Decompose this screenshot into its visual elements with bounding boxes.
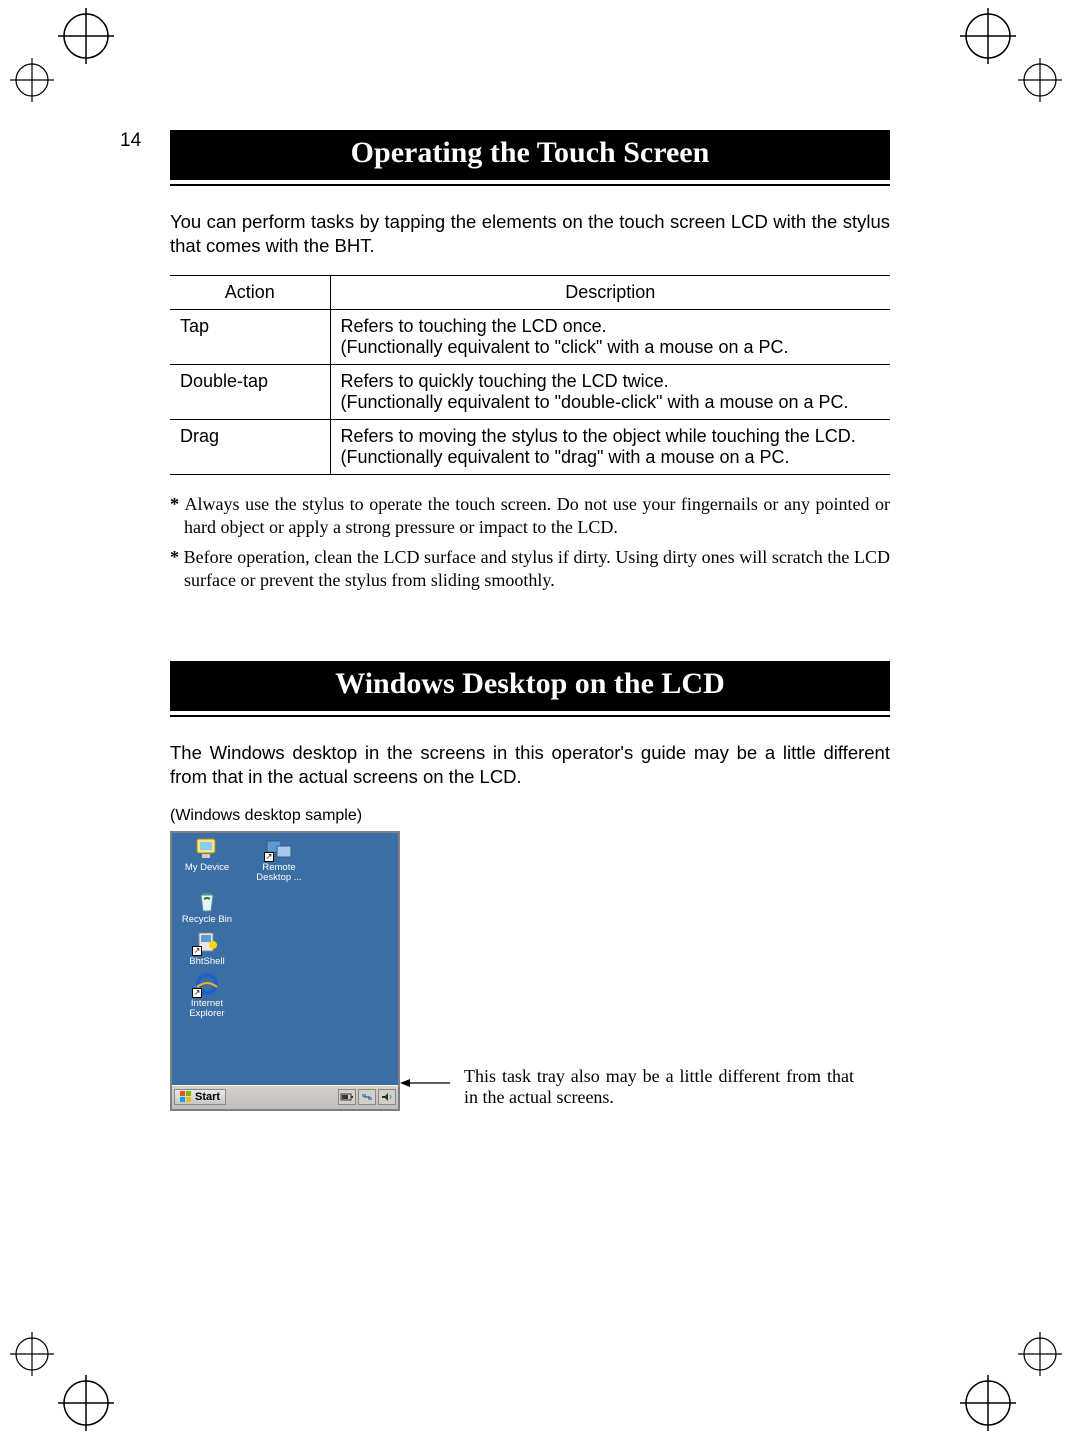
heading-underline bbox=[170, 715, 890, 717]
cell-desc: Refers to moving the stylus to the objec… bbox=[330, 420, 890, 475]
tray-battery-icon[interactable] bbox=[338, 1089, 356, 1105]
registration-mark-tr-small bbox=[1018, 58, 1074, 114]
desktop-sample-wrap: My Device ↗ Remote Desktop ... Recycl bbox=[170, 831, 890, 1111]
desktop-icon-internet-explorer[interactable]: ↗ Internet Explorer bbox=[176, 973, 238, 1019]
page-content: Operating the Touch Screen You can perfo… bbox=[170, 130, 890, 1111]
note-item: * Before operation, clean the LCD surfac… bbox=[170, 546, 890, 591]
registration-mark-tr bbox=[960, 8, 1016, 64]
cell-desc-line: Refers to moving the stylus to the objec… bbox=[341, 426, 856, 446]
taskbar: Start bbox=[172, 1085, 398, 1109]
shortcut-badge-icon: ↗ bbox=[264, 852, 274, 862]
touch-actions-table: Action Description Tap Refers to touchin… bbox=[170, 275, 890, 475]
cell-desc: Refers to quickly touching the LCD twice… bbox=[330, 365, 890, 420]
bhtshell-icon: ↗ bbox=[193, 931, 221, 955]
registration-mark-bl bbox=[58, 1375, 114, 1431]
table-row: Drag Refers to moving the stylus to the … bbox=[170, 420, 890, 475]
registration-mark-br-small bbox=[1018, 1332, 1074, 1388]
table-row: Tap Refers to touching the LCD once. (Fu… bbox=[170, 310, 890, 365]
icon-label: Recycle Bin bbox=[182, 915, 232, 925]
section-heading-touchscreen: Operating the Touch Screen bbox=[170, 130, 890, 180]
sample-caption: (Windows desktop sample) bbox=[170, 807, 890, 825]
desktop-sample: My Device ↗ Remote Desktop ... Recycl bbox=[170, 831, 400, 1111]
remote-desktop-icon: ↗ bbox=[265, 837, 293, 861]
icon-label: My Device bbox=[185, 863, 229, 873]
callout-arrow: This task tray also may be a little diff… bbox=[400, 1062, 854, 1105]
table-header-action: Action bbox=[170, 276, 330, 310]
arrow-icon bbox=[400, 1074, 450, 1092]
tray-volume-icon[interactable] bbox=[378, 1089, 396, 1105]
table-row: Double-tap Refers to quickly touching th… bbox=[170, 365, 890, 420]
desktop-icons: My Device ↗ Remote Desktop ... Recycl bbox=[176, 837, 310, 1019]
start-label: Start bbox=[195, 1091, 220, 1103]
internet-explorer-icon: ↗ bbox=[193, 973, 221, 997]
device-icon bbox=[193, 837, 221, 861]
section1-intro: You can perform tasks by tapping the ele… bbox=[170, 210, 890, 257]
registration-mark-bl-small bbox=[10, 1332, 66, 1388]
heading-underline bbox=[170, 184, 890, 186]
note-item: * Always use the stylus to operate the t… bbox=[170, 493, 890, 538]
icon-label: Internet Explorer bbox=[176, 999, 238, 1019]
desktop-icon-recycle-bin[interactable]: Recycle Bin bbox=[176, 889, 238, 925]
section2-intro: The Windows desktop in the screens in th… bbox=[170, 741, 890, 788]
desktop-icon-remote-desktop[interactable]: ↗ Remote Desktop ... bbox=[248, 837, 310, 883]
registration-mark-br bbox=[960, 1375, 1016, 1431]
start-button[interactable]: Start bbox=[174, 1089, 226, 1105]
cell-desc-line: (Functionally equivalent to "drag" with … bbox=[341, 447, 790, 467]
note-text: Before operation, clean the LCD surface … bbox=[184, 547, 890, 590]
desktop-icon-my-device[interactable]: My Device bbox=[176, 837, 238, 883]
system-tray bbox=[338, 1089, 396, 1105]
cell-desc-line: (Functionally equivalent to "double-clic… bbox=[341, 392, 849, 412]
desktop-icon-bhtshell[interactable]: ↗ BhtShell bbox=[176, 931, 238, 967]
recycle-bin-icon bbox=[193, 889, 221, 913]
cell-desc: Refers to touching the LCD once. (Functi… bbox=[330, 310, 890, 365]
registration-mark-tl bbox=[58, 8, 114, 64]
table-header-description: Description bbox=[330, 276, 890, 310]
callout-text: This task tray also may be a little diff… bbox=[464, 1066, 854, 1109]
cell-action: Double-tap bbox=[170, 365, 330, 420]
cell-action: Tap bbox=[170, 310, 330, 365]
windows-flag-icon bbox=[180, 1091, 192, 1103]
icon-label: BhtShell bbox=[189, 957, 224, 967]
page-number: 14 bbox=[120, 130, 141, 152]
section1-notes: * Always use the stylus to operate the t… bbox=[170, 493, 890, 591]
shortcut-badge-icon: ↗ bbox=[192, 946, 202, 956]
cell-desc-line: (Functionally equivalent to "click" with… bbox=[341, 337, 789, 357]
cell-desc-line: Refers to quickly touching the LCD twice… bbox=[341, 371, 669, 391]
tray-network-icon[interactable] bbox=[358, 1089, 376, 1105]
registration-mark-tl-small bbox=[10, 58, 66, 114]
shortcut-badge-icon: ↗ bbox=[192, 988, 202, 998]
note-text: Always use the stylus to operate the tou… bbox=[184, 494, 890, 537]
cell-desc-line: Refers to touching the LCD once. bbox=[341, 316, 607, 336]
cell-action: Drag bbox=[170, 420, 330, 475]
section-heading-desktop: Windows Desktop on the LCD bbox=[170, 661, 890, 711]
icon-label: Remote Desktop ... bbox=[248, 863, 310, 883]
